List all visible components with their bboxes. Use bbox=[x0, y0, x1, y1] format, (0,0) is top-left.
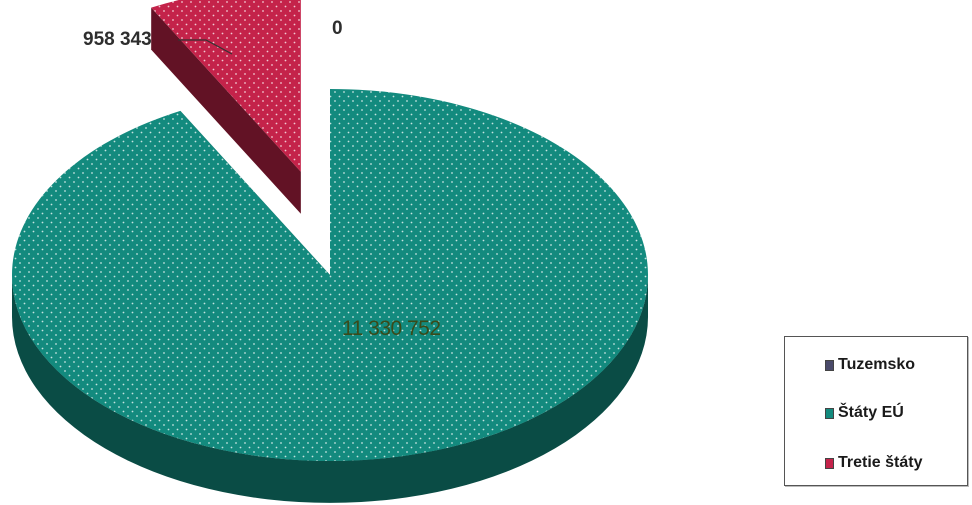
leader-line bbox=[178, 39, 233, 55]
slice-texture bbox=[11, 89, 648, 461]
label-staty-eu: 11 330 752 bbox=[342, 317, 441, 340]
label-tuzemsko: 0 bbox=[332, 18, 343, 39]
slice-texture bbox=[151, 0, 301, 172]
slice-tretie-staty bbox=[151, 0, 301, 214]
slice-side-wall bbox=[12, 275, 648, 503]
legend-label: Štáty EÚ bbox=[838, 404, 904, 421]
label-tretie-staty: 958 343 bbox=[83, 29, 152, 50]
legend: Tuzemsko Štáty EÚ Tretie štáty bbox=[784, 336, 968, 486]
legend-swatch bbox=[825, 457, 834, 469]
legend-item-tretie-staty: Tretie štáty bbox=[825, 454, 922, 472]
slice-cut-wall bbox=[151, 7, 301, 214]
legend-label: Tretie štáty bbox=[838, 454, 923, 471]
slice-staty-eu bbox=[11, 89, 648, 503]
legend-label: Tuzemsko bbox=[838, 356, 916, 373]
legend-swatch bbox=[825, 407, 834, 419]
legend-item-staty-eu: Štáty EÚ bbox=[825, 404, 904, 422]
legend-swatch bbox=[825, 359, 834, 371]
legend-item-tuzemsko: Tuzemsko bbox=[825, 356, 915, 374]
